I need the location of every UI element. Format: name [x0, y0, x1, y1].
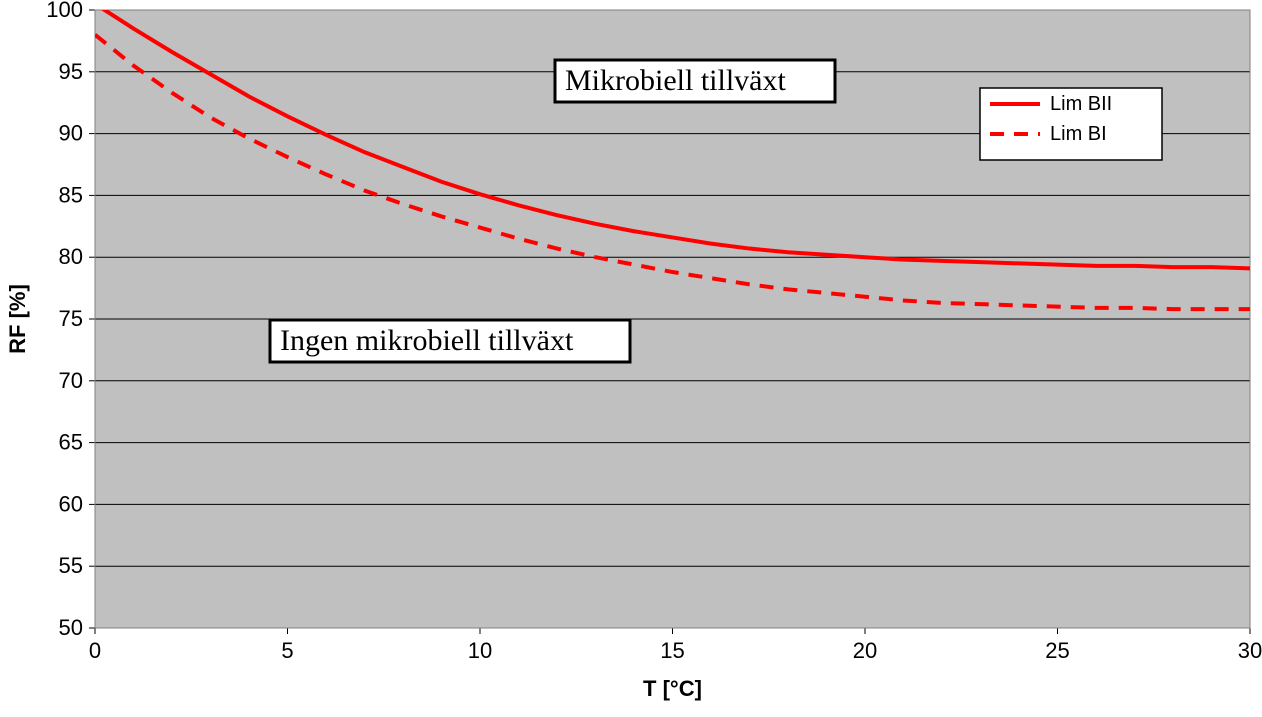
xtick-label: 20: [853, 638, 877, 663]
xtick-label: 5: [281, 638, 293, 663]
y-axis-label: RF [%]: [5, 284, 30, 354]
ytick-label: 60: [59, 491, 83, 516]
ytick-label: 70: [59, 368, 83, 393]
chart-container: 50 55 60 65 70 75 80 85 90 95 100 0 5 10 15 20 25 30 Mikro…: [0, 0, 1262, 717]
ytick-label: 90: [59, 121, 83, 146]
x-axis-label: T [°C]: [643, 676, 702, 701]
legend-label-0: Lim BII: [1050, 93, 1112, 115]
ytick-label: 55: [59, 553, 83, 578]
chart-svg: 50 55 60 65 70 75 80 85 90 95 100 0 5 10 15 20 25 30 Mikro…: [0, 0, 1262, 717]
ytick-label: 95: [59, 59, 83, 84]
xtick-label: 30: [1238, 638, 1262, 663]
ytick-label: 75: [59, 306, 83, 331]
ytick-label: 100: [46, 0, 83, 22]
ytick-label: 80: [59, 244, 83, 269]
annotation-text-1: Ingen mikrobiell tillväxt: [280, 324, 574, 357]
ytick-label: 85: [59, 182, 83, 207]
xtick-label: 15: [660, 638, 684, 663]
ytick-label: 65: [59, 430, 83, 455]
xtick-label: 10: [468, 638, 492, 663]
xtick-label: 0: [89, 638, 101, 663]
legend-label-1: Lim BI: [1050, 123, 1107, 145]
xtick-label: 25: [1045, 638, 1069, 663]
annotation-text-0: Mikrobiell tillväxt: [565, 64, 786, 97]
ytick-label: 50: [59, 615, 83, 640]
